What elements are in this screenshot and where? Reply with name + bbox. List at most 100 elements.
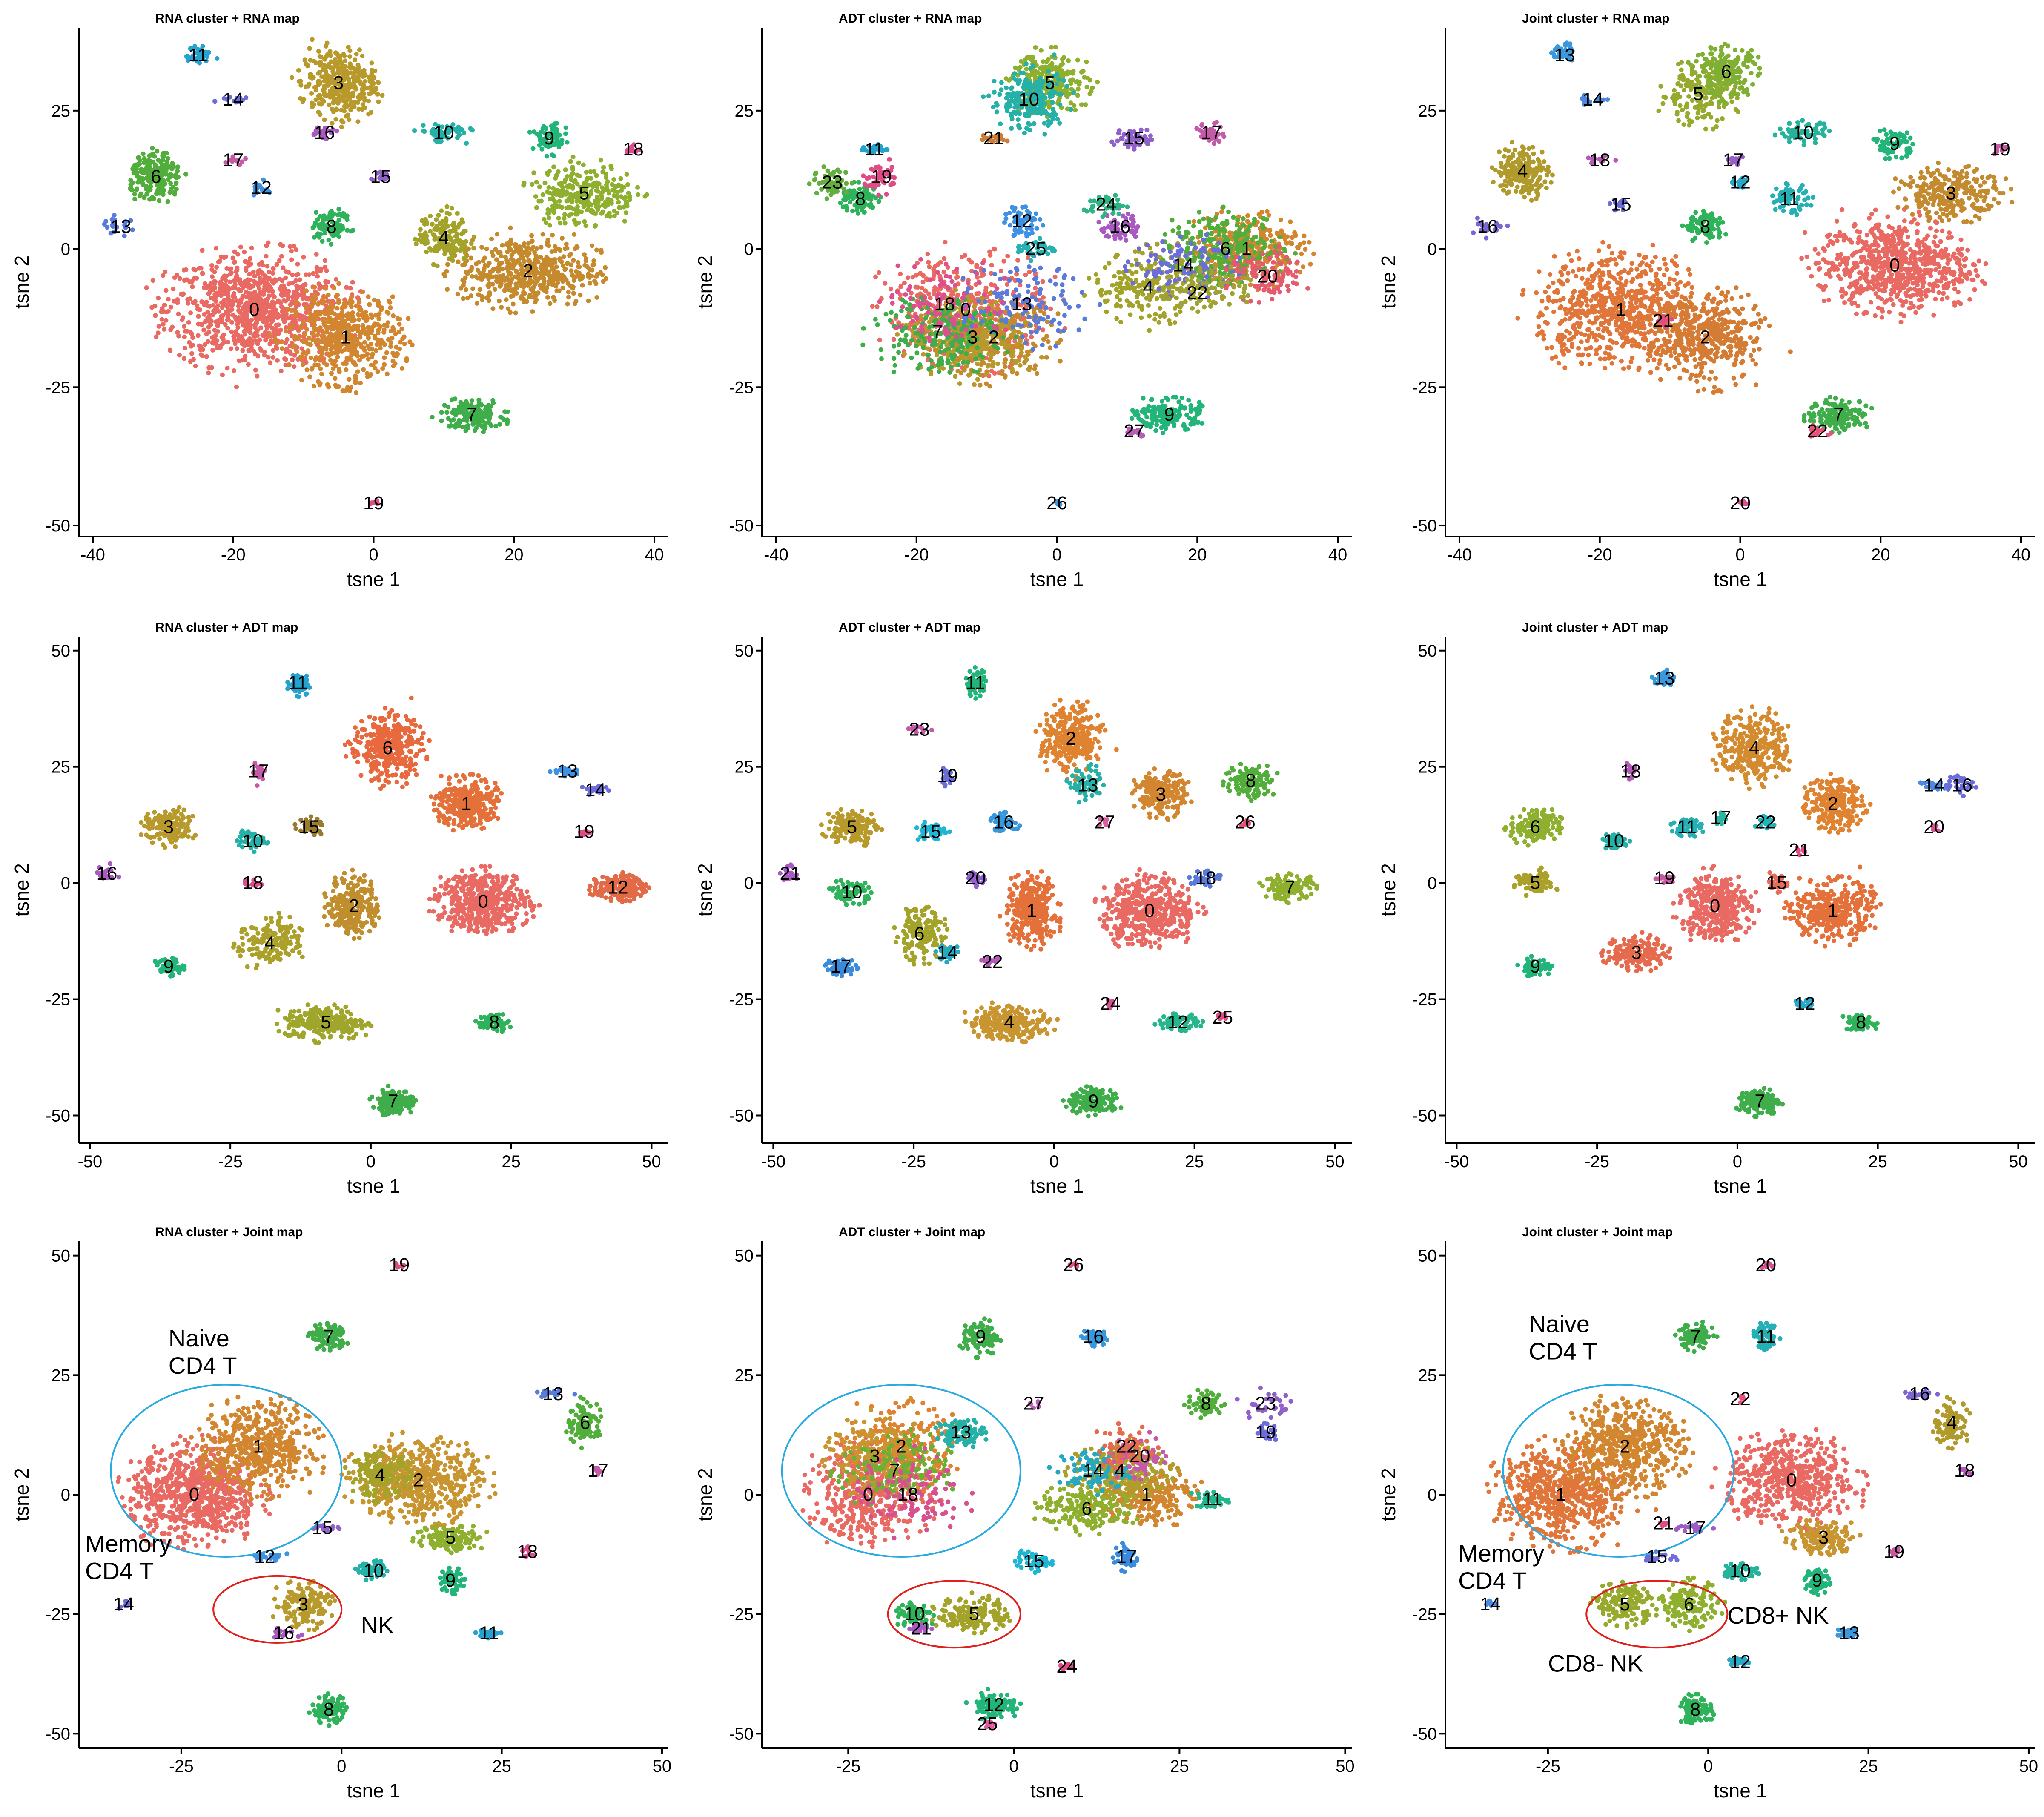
- data-point: [625, 172, 629, 177]
- data-point: [1123, 274, 1127, 279]
- data-point: [214, 246, 218, 250]
- data-point: [611, 177, 616, 182]
- data-point: [577, 174, 582, 178]
- data-point: [932, 288, 936, 293]
- data-point: [447, 256, 452, 261]
- data-point: [554, 128, 559, 132]
- cluster-label: 2: [523, 261, 533, 281]
- data-point: [1056, 311, 1061, 316]
- data-point: [385, 310, 390, 314]
- data-point: [273, 337, 278, 342]
- data-point: [255, 374, 260, 379]
- data-point: [245, 277, 250, 282]
- data-point: [543, 181, 548, 185]
- data-point: [980, 332, 985, 336]
- data-point: [589, 208, 594, 212]
- data-point: [309, 91, 314, 96]
- data-point: [896, 320, 901, 325]
- data-point: [486, 403, 491, 408]
- data-point: [592, 169, 596, 174]
- data-point: [202, 302, 206, 307]
- data-point: [196, 314, 201, 319]
- data-point: [234, 385, 239, 389]
- data-point: [926, 252, 930, 256]
- data-point: [357, 47, 362, 52]
- data-point: [144, 192, 149, 197]
- data-point: [564, 126, 568, 130]
- data-point: [557, 256, 562, 261]
- data-point: [188, 296, 192, 301]
- data-point: [316, 302, 321, 307]
- data-point: [455, 211, 460, 216]
- data-point: [374, 87, 378, 92]
- data-point: [144, 285, 149, 290]
- data-point: [310, 304, 314, 309]
- data-point: [402, 334, 407, 339]
- data-point: [318, 382, 322, 386]
- data-point: [198, 347, 203, 352]
- data-point: [1192, 219, 1196, 224]
- data-point: [542, 217, 547, 222]
- data-point: [469, 241, 474, 246]
- data-point: [483, 263, 488, 268]
- data-point: [354, 75, 358, 80]
- data-point: [517, 251, 522, 255]
- data-point: [341, 53, 346, 57]
- data-point: [193, 364, 198, 368]
- data-point: [166, 199, 170, 204]
- data-point: [391, 359, 396, 363]
- data-point: [883, 281, 887, 286]
- data-point: [234, 316, 239, 321]
- data-point: [511, 287, 516, 292]
- data-point: [471, 246, 476, 250]
- data-point: [137, 155, 141, 160]
- data-point: [268, 333, 273, 337]
- data-point: [155, 189, 160, 194]
- data-point: [439, 410, 444, 415]
- data-point: [482, 268, 486, 273]
- data-point: [317, 70, 322, 75]
- data-point: [160, 317, 164, 322]
- data-point: [1027, 270, 1032, 274]
- cluster-label: 11: [188, 45, 208, 66]
- data-point: [356, 95, 361, 100]
- data-point: [1118, 276, 1122, 280]
- data-point: [525, 299, 529, 304]
- data-point: [182, 268, 186, 273]
- data-point: [463, 276, 468, 280]
- data-point: [314, 296, 318, 301]
- data-point: [576, 264, 581, 269]
- data-point: [938, 260, 943, 265]
- data-point: [575, 271, 580, 276]
- data-point: [375, 342, 379, 347]
- data-point: [1295, 245, 1300, 250]
- data-point: [1058, 359, 1063, 364]
- data-point: [340, 67, 344, 72]
- data-point: [1010, 367, 1015, 371]
- data-point: [252, 290, 257, 295]
- data-point: [266, 355, 271, 359]
- data-point: [915, 285, 920, 290]
- data-point: [316, 356, 321, 361]
- data-point: [400, 327, 404, 331]
- data-point: [258, 325, 263, 330]
- data-point: [1147, 314, 1152, 319]
- data-point: [622, 196, 627, 201]
- data-point: [569, 173, 573, 178]
- data-point: [271, 266, 276, 271]
- data-point: [987, 250, 992, 254]
- data-point: [562, 192, 567, 197]
- data-point: [344, 361, 349, 366]
- data-point: [388, 305, 393, 310]
- data-point: [993, 300, 998, 304]
- data-point: [942, 270, 946, 274]
- data-point: [533, 194, 538, 199]
- data-point: [296, 68, 301, 73]
- data-point: [469, 267, 474, 272]
- data-point: [358, 342, 363, 347]
- data-point: [476, 398, 481, 402]
- data-point: [336, 300, 341, 305]
- data-point: [168, 327, 173, 332]
- data-point: [600, 273, 605, 277]
- data-point: [358, 381, 363, 385]
